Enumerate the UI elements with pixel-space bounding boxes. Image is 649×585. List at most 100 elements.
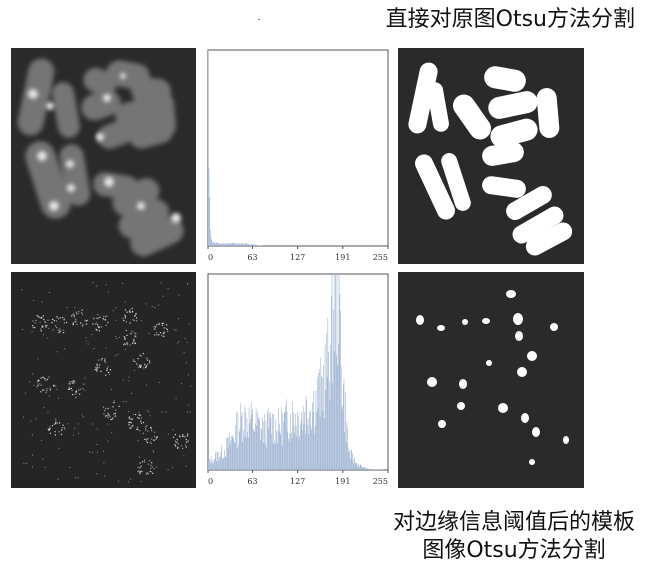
- histogram-bar: [217, 243, 219, 246]
- histogram-bar: [369, 469, 370, 470]
- histogram-bar: [326, 377, 328, 470]
- histogram-bar: [217, 452, 218, 470]
- histogram-bar: [280, 434, 282, 470]
- histogram-bar: [252, 408, 253, 470]
- histogram-bar: [232, 436, 234, 470]
- histogram-bar: [291, 437, 293, 470]
- histogram-bar: [239, 243, 241, 246]
- histogram-bar: [281, 445, 283, 470]
- histogram-tick-label: 191: [335, 477, 350, 486]
- histogram-bar: [212, 463, 214, 470]
- histogram-bar: [235, 425, 237, 470]
- histogram-bar: [231, 242, 232, 246]
- histogram-bar: [245, 437, 247, 470]
- histogram-bar: [293, 425, 295, 470]
- histogram-bar: [353, 463, 355, 470]
- histogram-bar: [234, 242, 235, 246]
- histogram-bar: [216, 242, 218, 246]
- histogram-bar: [218, 460, 220, 470]
- histogram-bar: [279, 431, 281, 470]
- histogram-bar: [356, 462, 357, 470]
- histogram-bar: [335, 355, 337, 470]
- histogram-bar: [347, 427, 348, 470]
- histogram-bar: [306, 400, 308, 470]
- histogram-bar: [255, 244, 257, 246]
- histogram-bar: [267, 412, 268, 470]
- histogram-bar: [210, 229, 211, 246]
- histogram-bar: [337, 364, 338, 470]
- histogram-bar: [265, 420, 267, 470]
- histogram-bar: [266, 447, 267, 470]
- histogram-bar: [255, 244, 256, 246]
- caption-bottom-line2: 图像Otsu方法分割: [422, 538, 606, 563]
- histogram-bar: [208, 50, 209, 246]
- histogram-bar: [311, 429, 312, 470]
- histogram-bar: [255, 423, 256, 470]
- histogram-bar: [358, 464, 360, 470]
- histogram-bar: [271, 414, 273, 470]
- histogram-bar: [272, 443, 274, 470]
- histogram-bar: [242, 242, 244, 246]
- histogram-bar: [331, 295, 332, 470]
- histogram-bar: [335, 274, 336, 470]
- histogram-bar: [281, 407, 282, 470]
- histogram-bar: [233, 243, 234, 246]
- histogram-bar: [333, 351, 335, 470]
- histogram-bar: [229, 444, 231, 470]
- histogram-bar: [342, 405, 343, 470]
- histogram-bar: [231, 242, 233, 246]
- histogram-bar: [366, 467, 367, 470]
- histogram-bar: [256, 426, 258, 470]
- histogram-bar: [278, 407, 279, 470]
- histogram-bar: [309, 412, 310, 470]
- histogram-bar: [215, 243, 216, 246]
- histogram-bar: [284, 411, 286, 470]
- histogram-bar: [362, 467, 364, 470]
- histogram-bar: [338, 274, 340, 470]
- histogram-bar: [282, 413, 284, 470]
- histogram-bar: [253, 429, 254, 470]
- histogram-bar: [318, 372, 319, 470]
- histogram-bar: [208, 461, 210, 470]
- histogram-bar: [243, 437, 245, 470]
- histogram-bar: [214, 242, 215, 246]
- histogram-bar: [227, 447, 229, 470]
- histogram-template: 0 63 127 191 255: [203, 272, 393, 488]
- histogram-bar: [290, 432, 292, 470]
- histogram-bar: [274, 443, 276, 470]
- histogram-bar: [243, 430, 244, 470]
- histogram-bar: [312, 411, 314, 470]
- histogram-bar: [251, 414, 253, 470]
- histogram-bar: [256, 244, 258, 246]
- histogram-bar: [323, 364, 324, 470]
- histogram-bar: [238, 431, 240, 470]
- histogram-bar: [222, 244, 224, 246]
- histogram-bar: [254, 244, 256, 246]
- histogram-bar: [305, 433, 306, 470]
- histogram-bar: [373, 469, 375, 470]
- histogram-bar: [297, 411, 298, 470]
- histogram-bar: [326, 332, 327, 470]
- histogram-bar: [350, 449, 352, 470]
- histogram-bar: [357, 466, 358, 470]
- histogram-bar: [302, 405, 304, 470]
- histogram-bar: [215, 453, 216, 470]
- histogram-bar: [234, 243, 236, 246]
- histogram-bar: [363, 467, 364, 470]
- histogram-bar: [257, 412, 258, 470]
- histogram-bar: [370, 469, 372, 470]
- histogram-bar: [366, 468, 368, 470]
- histogram-bar: [329, 400, 331, 470]
- histogram-bar: [222, 457, 224, 470]
- histogram-bar: [224, 243, 225, 246]
- histogram-bar: [286, 399, 287, 470]
- histogram-bar: [213, 458, 215, 470]
- histogram-bar: [333, 309, 334, 470]
- histogram-bar: [309, 409, 311, 470]
- histogram-bar: [324, 418, 325, 470]
- histogram-bar: [298, 439, 300, 470]
- histogram-bar: [220, 243, 222, 246]
- histogram-bar: [249, 244, 251, 246]
- histogram-bar: [321, 375, 322, 470]
- histogram-bar: [371, 469, 373, 470]
